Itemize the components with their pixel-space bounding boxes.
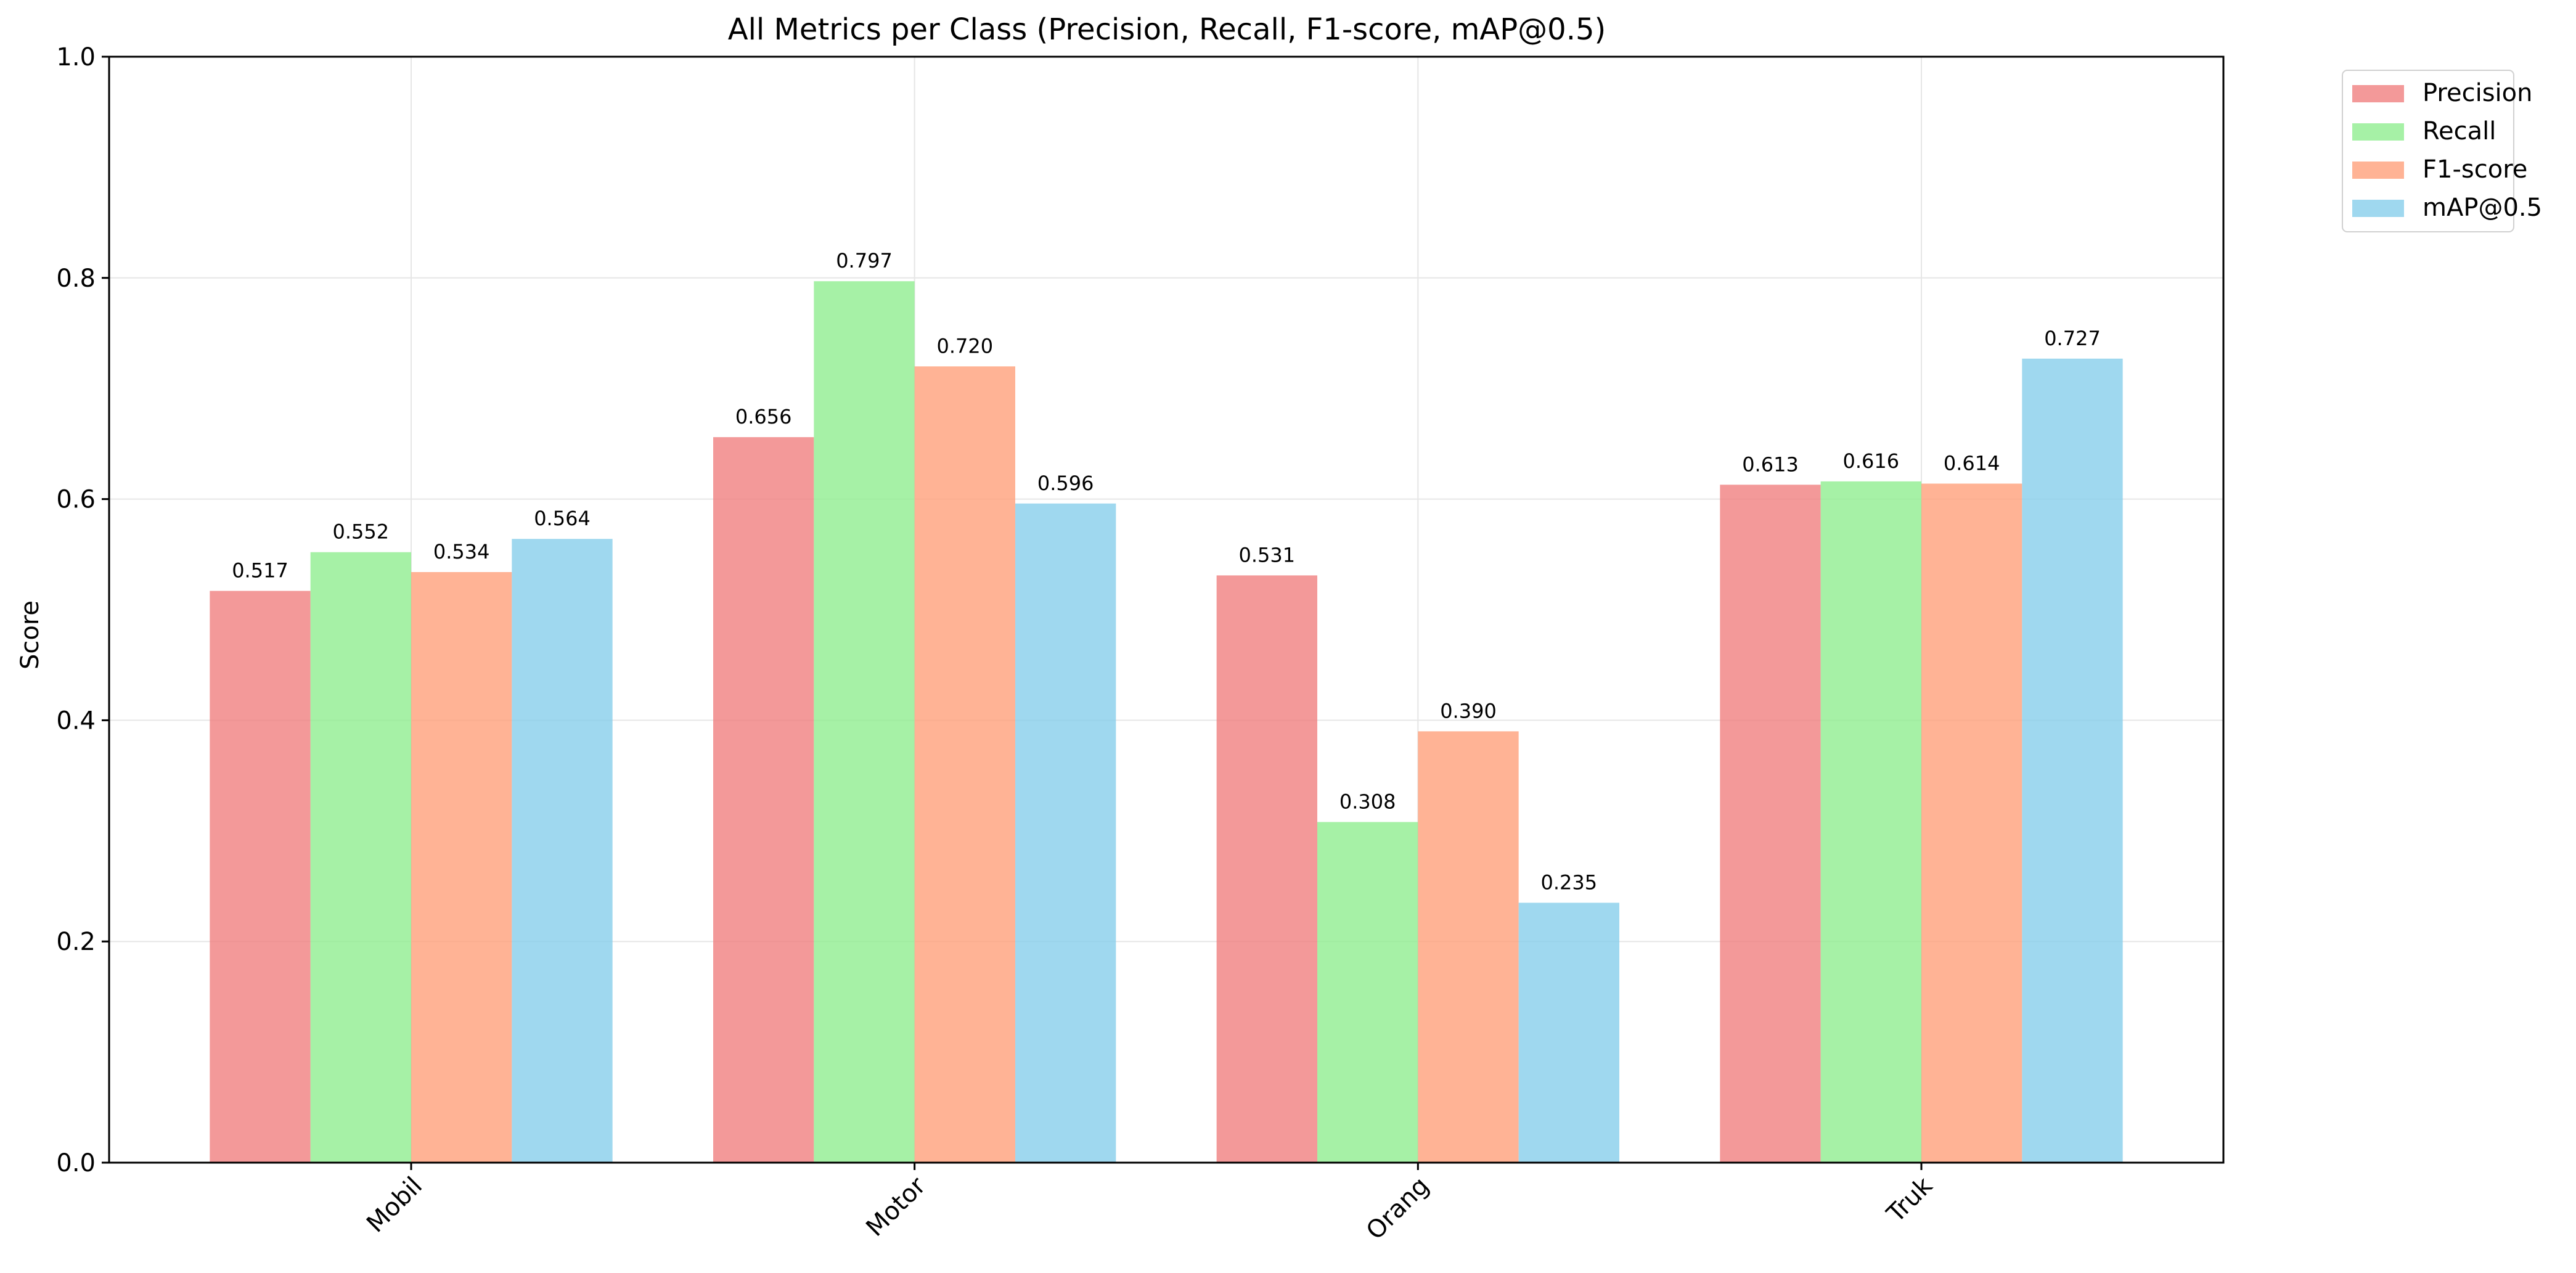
legend: Precision Recall F1-score mAP@0.5	[2342, 70, 2542, 232]
bar-value-label: 0.534	[433, 540, 490, 563]
bar-value-label: 0.720	[937, 334, 994, 358]
bar	[2022, 358, 2123, 1163]
bar-value-label: 0.531	[1239, 543, 1296, 567]
bar	[1720, 485, 1821, 1163]
bar-value-label: 0.616	[1843, 449, 1900, 473]
bar-value-label: 0.552	[333, 520, 390, 544]
legend-label: Precision	[2423, 79, 2532, 107]
y-tick-label: 0.0	[56, 1149, 96, 1177]
y-tick-label: 1.0	[56, 43, 96, 72]
bars	[210, 281, 2123, 1163]
y-axis-label: Score	[16, 600, 44, 669]
legend-swatch	[2352, 123, 2404, 141]
bar	[1518, 903, 1619, 1163]
legend-label: mAP@0.5	[2423, 194, 2542, 222]
bar	[411, 572, 512, 1163]
y-tick-label: 0.4	[56, 706, 96, 735]
bar	[1820, 481, 1921, 1163]
bar-value-labels: 0.517 0.656 0.531 0.613 0.552 0.797 0.308 0.616…	[232, 249, 2101, 894]
y-tick-label: 0.2	[56, 928, 96, 956]
legend-label: F1-score	[2423, 155, 2527, 184]
bar-value-label: 0.390	[1440, 699, 1497, 722]
bar	[1015, 503, 1116, 1163]
bar-value-label: 0.596	[1037, 472, 1094, 495]
y-axis-ticks: 0.0 0.2 0.4 0.6 0.8 1.0	[56, 43, 109, 1177]
bar	[713, 437, 814, 1163]
bar-value-label: 0.308	[1339, 790, 1396, 813]
legend-swatch	[2352, 85, 2404, 102]
bar-value-label: 0.613	[1742, 452, 1799, 476]
bar-value-label: 0.517	[232, 559, 288, 583]
bar-value-label: 0.656	[735, 405, 792, 428]
bar-value-label: 0.235	[1541, 870, 1598, 894]
legend-swatch	[2352, 162, 2404, 179]
chart-title: All Metrics per Class (Precision, Recall…	[728, 12, 1606, 47]
bar	[1921, 483, 2022, 1163]
bar	[814, 281, 915, 1163]
legend-label: Recall	[2423, 117, 2496, 145]
y-tick-label: 0.6	[56, 486, 96, 514]
legend-frame	[2342, 70, 2514, 232]
bar	[914, 366, 1015, 1163]
bar	[310, 552, 411, 1163]
legend-swatch	[2352, 200, 2404, 217]
bar-value-label: 0.727	[2044, 327, 2101, 350]
bar	[1216, 575, 1317, 1163]
bar	[512, 539, 613, 1163]
bar	[1317, 822, 1418, 1163]
y-tick-label: 0.8	[56, 264, 96, 293]
bar-value-label: 0.614	[1944, 451, 2000, 475]
bar	[1418, 731, 1519, 1163]
bar-value-label: 0.564	[534, 507, 591, 530]
bar	[210, 591, 311, 1163]
bar-value-label: 0.797	[836, 249, 893, 272]
plot-frame	[108, 55, 2225, 1164]
